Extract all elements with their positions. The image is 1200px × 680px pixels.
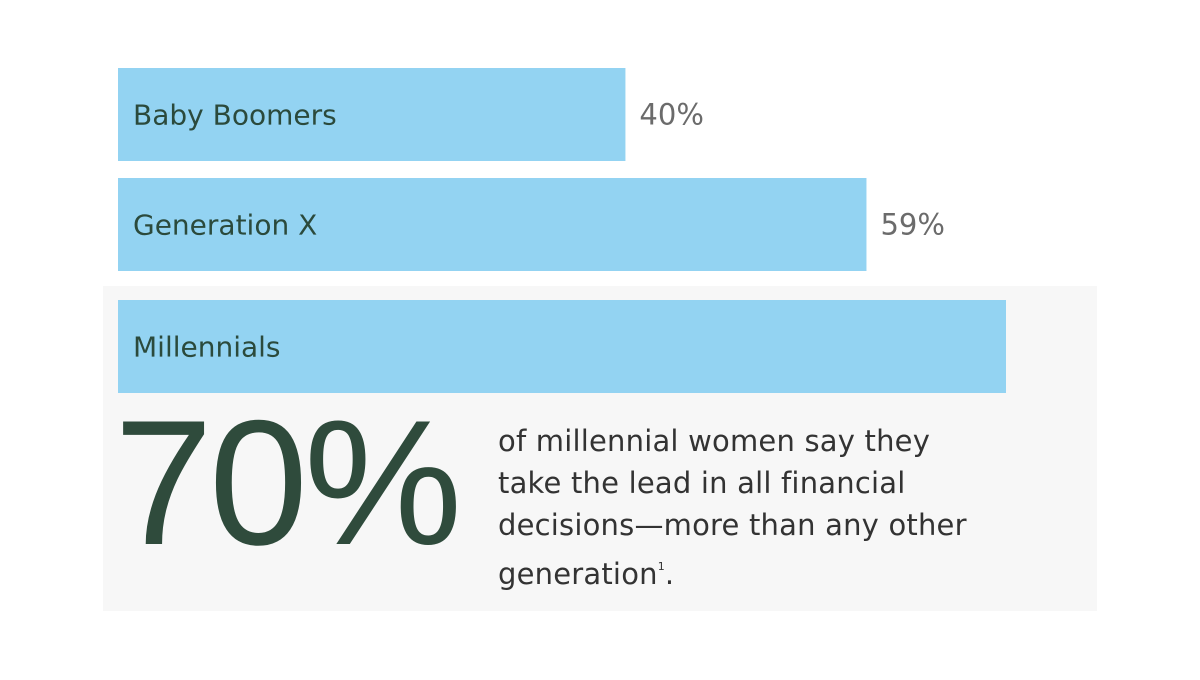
category-label: Millennials: [133, 331, 281, 364]
value-label: 59%: [880, 208, 944, 242]
category-label: Baby Boomers: [133, 99, 337, 132]
annotation: of millennial women say they take the le…: [498, 420, 968, 595]
value-label: 40%: [639, 98, 703, 132]
bar: [118, 178, 867, 271]
bar: [118, 300, 1006, 393]
highlight-value-label: 70%: [114, 383, 458, 582]
category-label: Generation X: [133, 209, 317, 242]
annotation-text: of millennial women say they take the le…: [498, 424, 967, 591]
footnote: 1: [657, 560, 665, 573]
bar: [118, 68, 626, 161]
annotation-end: .: [664, 557, 675, 591]
